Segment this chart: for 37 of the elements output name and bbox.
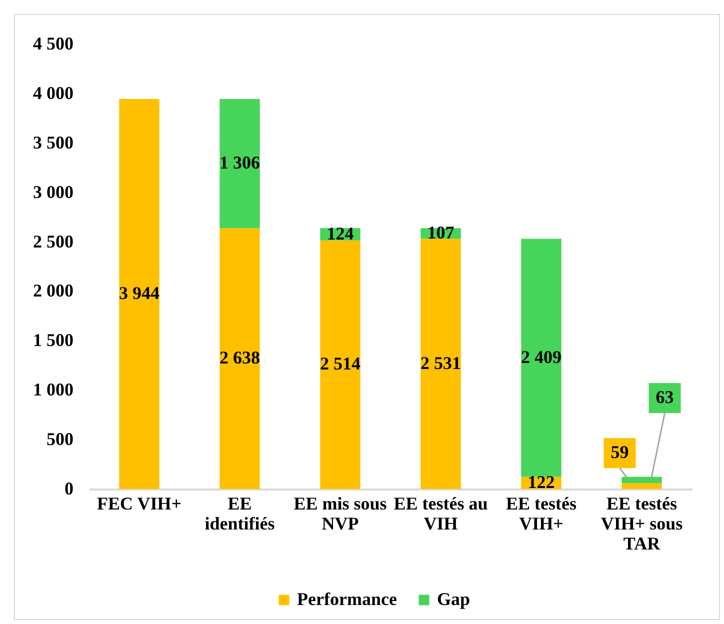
data-label: 2 409	[521, 346, 562, 367]
bar	[420, 238, 461, 489]
bar	[220, 98, 260, 228]
bar	[320, 240, 360, 489]
data-label: 124	[326, 223, 354, 244]
legend-label: Performance	[297, 589, 397, 609]
legend-label: Gap	[437, 589, 470, 609]
data-label: 107	[427, 222, 454, 242]
x-tick-label: EE testés VIH+ sous TAR	[600, 494, 683, 554]
x-tick-label: FEC VIH+	[97, 494, 182, 514]
y-tick-label: 1 000	[33, 380, 74, 400]
data-label: 2 531	[420, 352, 461, 373]
data-label: 2 514	[320, 354, 360, 374]
y-tick-label: 4 000	[33, 82, 74, 103]
data-label: 3 944	[119, 282, 160, 303]
x-tick-label: EE mis sous NVP	[294, 494, 387, 534]
data-label: 1 306	[220, 152, 260, 173]
y-tick-label: 3 500	[33, 132, 74, 152]
y-tick-label: 3 000	[33, 182, 74, 202]
data-label: 122	[528, 472, 555, 492]
bar	[119, 98, 160, 489]
y-tick-label: 1 500	[33, 330, 74, 350]
x-tick-label: EE testés VIH+	[506, 494, 576, 534]
data-label: 2 638	[220, 348, 260, 368]
y-tick-label: 4 500	[33, 34, 74, 54]
x-tick-label: EE testés au VIH	[394, 494, 488, 534]
bar	[220, 228, 260, 489]
x-tick-label: EE identifiés	[204, 494, 275, 534]
y-tick-label: 0	[64, 478, 74, 498]
y-tick-label: 2 000	[33, 280, 74, 301]
bar	[521, 238, 562, 477]
y-tick-label: 2 500	[33, 231, 74, 252]
bar	[622, 483, 662, 489]
data-label: 59	[610, 442, 629, 462]
bar	[622, 476, 662, 484]
data-label: 63	[656, 387, 674, 408]
y-tick-label: 500	[46, 429, 74, 450]
